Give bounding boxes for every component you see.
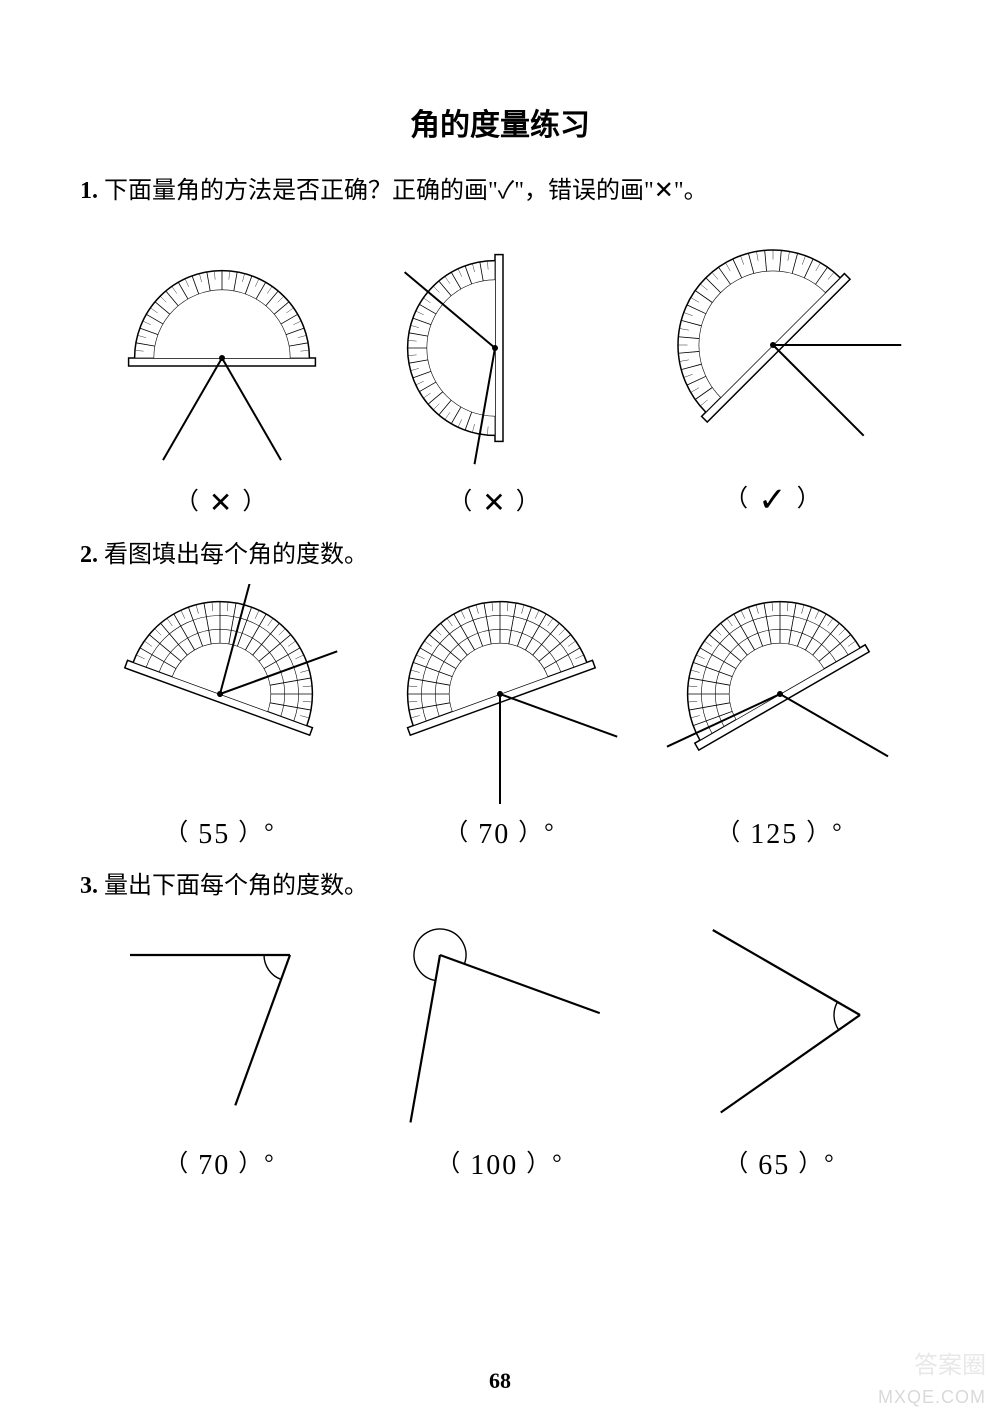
q1-figures-row: （ ✕ ） （ ✕ ） （ ✓ ）	[80, 220, 920, 517]
paren-open: （	[164, 820, 190, 846]
paren-open: （	[716, 820, 742, 846]
paren-close: ）	[516, 489, 542, 515]
q2-answer-3-value: 125	[750, 821, 798, 849]
q3-answer-2-value: 100	[470, 1152, 518, 1180]
q1-number: 1.	[80, 178, 98, 204]
paren-close-deg: ）°	[518, 820, 556, 846]
paren-close: ）	[242, 489, 268, 515]
q3-answer-1-value: 70	[198, 1152, 230, 1180]
q3-answer-2: （ 100 ）°	[436, 1143, 564, 1179]
paren-close-deg: ）°	[238, 820, 276, 846]
q1-answer-2: （ ✕ ）	[448, 481, 541, 517]
protractor-fig-4	[90, 584, 350, 804]
q3-number: 3.	[80, 873, 98, 899]
paren-open: （	[448, 489, 474, 515]
protractor-fig-2	[380, 223, 610, 473]
paren-close: ）	[797, 486, 823, 512]
question-1: 1. 下面量角的方法是否正确？正确的画"✓"，错误的画"✕"。	[80, 172, 920, 210]
q1-answer-1: （ ✕ ）	[175, 481, 268, 517]
paren-close-deg: ）°	[806, 820, 844, 846]
angle-fig-1	[90, 915, 350, 1135]
worksheet-page: 角的度量练习 1. 下面量角的方法是否正确？正确的画"✓"，错误的画"✕"。 （…	[0, 0, 1000, 1420]
paren-close-deg: ）°	[238, 1151, 276, 1177]
q2-fig-1: （ 55 ）°	[90, 584, 350, 848]
q3-fig-3: （ 65 ）°	[650, 915, 910, 1179]
q1-fig-2: （ ✕ ）	[380, 223, 610, 517]
q1-fig-1: （ ✕ ）	[97, 243, 347, 517]
protractor-fig-6	[650, 584, 910, 804]
paren-close-deg: ）°	[798, 1151, 836, 1177]
paren-open: （	[444, 820, 470, 846]
paren-open: （	[175, 489, 201, 515]
q2-answer-2-value: 70	[478, 821, 510, 849]
paren-close-deg: ）°	[526, 1151, 564, 1177]
watermark-cn: 答案圈	[914, 1345, 986, 1380]
angle-fig-3	[650, 915, 910, 1135]
protractor-fig-3	[643, 220, 903, 470]
question-2: 2. 看图填出每个角的度数。	[80, 536, 920, 574]
q2-answer-1-value: 55	[198, 821, 230, 849]
q3-fig-1: （ 70 ）°	[90, 915, 350, 1179]
paren-open: （	[164, 1151, 190, 1177]
page-title: 角的度量练习	[80, 100, 920, 144]
q2-text: 看图填出每个角的度数。	[104, 542, 368, 568]
q3-figures-row: （ 70 ）° （ 100 ）° （ 65 ）°	[80, 915, 920, 1179]
q2-number: 2.	[80, 542, 98, 568]
q1-text: 下面量角的方法是否正确？正确的画"✓"，错误的画"✕"。	[104, 178, 708, 204]
q2-answer-1: （ 55 ）°	[164, 812, 276, 848]
q2-fig-2: （ 70 ）°	[370, 584, 630, 848]
q3-answer-1: （ 70 ）°	[164, 1143, 276, 1179]
q2-answer-2: （ 70 ）°	[444, 812, 556, 848]
paren-open: （	[724, 486, 750, 512]
q1-answer-2-value: ✕	[482, 490, 507, 518]
protractor-fig-1	[97, 243, 347, 473]
q3-fig-2: （ 100 ）°	[370, 915, 630, 1179]
question-3: 3. 量出下面每个角的度数。	[80, 867, 920, 905]
q1-answer-3-value: ✓	[758, 484, 789, 518]
q2-answer-3: （ 125 ）°	[716, 812, 844, 848]
q1-answer-1-value: ✕	[209, 490, 234, 518]
watermark-url: MXQE.COM	[878, 1387, 986, 1408]
q3-text: 量出下面每个角的度数。	[104, 873, 368, 899]
q3-answer-3-value: 65	[758, 1152, 790, 1180]
paren-open: （	[724, 1151, 750, 1177]
angle-fig-2	[370, 915, 630, 1135]
protractor-fig-5	[370, 584, 630, 804]
q3-answer-3: （ 65 ）°	[724, 1143, 836, 1179]
paren-open: （	[436, 1151, 462, 1177]
q2-fig-3: （ 125 ）°	[650, 584, 910, 848]
page-number: 68	[0, 1368, 1000, 1394]
q1-fig-3: （ ✓ ）	[643, 220, 903, 517]
q2-figures-row: （ 55 ）° （ 70 ）° （ 125 ）°	[80, 584, 920, 848]
q1-answer-3: （ ✓ ）	[724, 478, 823, 517]
